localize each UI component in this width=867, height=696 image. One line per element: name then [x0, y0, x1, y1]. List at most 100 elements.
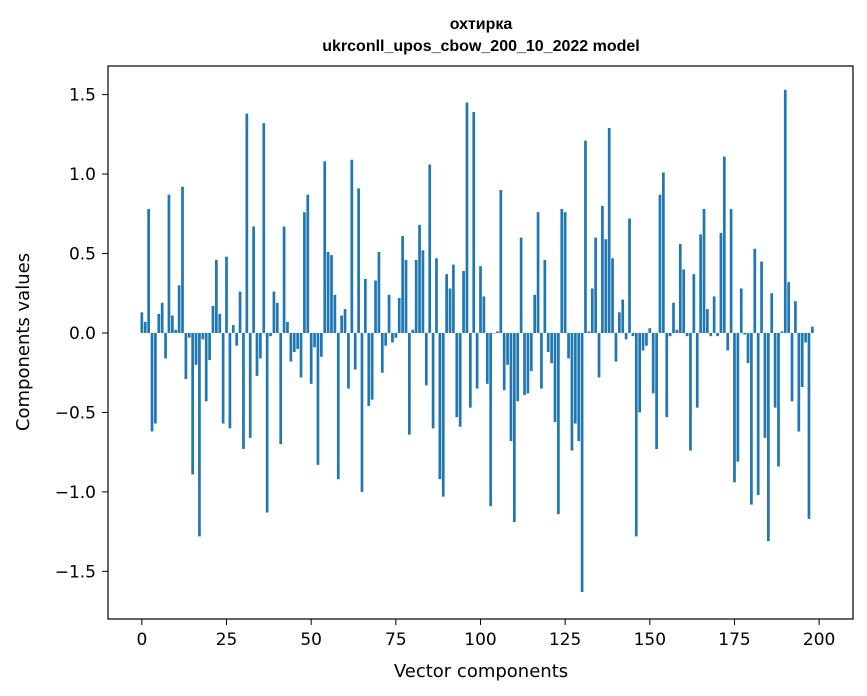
bar — [380, 332, 384, 373]
bar — [360, 332, 364, 492]
bars-group — [140, 89, 814, 592]
bar — [177, 285, 181, 333]
x-axis-ticks: 0 25 50 75 100 125 150 175 200 — [136, 619, 835, 650]
chart-title: охтирка — [450, 16, 513, 33]
bar — [702, 209, 706, 333]
bar — [191, 332, 195, 475]
bar — [411, 329, 415, 333]
bar — [665, 332, 669, 418]
bar — [601, 205, 604, 333]
bar — [496, 331, 499, 333]
bar — [397, 298, 401, 333]
bar — [475, 332, 479, 389]
y-tick-label: 0.5 — [69, 245, 96, 265]
bar — [414, 259, 418, 333]
bar — [536, 212, 540, 333]
bar — [401, 236, 404, 333]
bar — [506, 332, 509, 365]
bar — [299, 332, 303, 378]
bar — [452, 264, 455, 333]
bar — [468, 332, 472, 408]
bar — [330, 255, 333, 333]
bar — [553, 332, 557, 422]
bar — [557, 332, 560, 515]
bar — [621, 299, 625, 333]
y-tick-label: 0.0 — [69, 324, 96, 344]
bar — [187, 332, 191, 338]
y-axis-ticks: 1.5 1.0 0.5 0.0 −0.5 −1.0 −1.5 — [55, 86, 108, 582]
bar — [634, 332, 638, 537]
bar — [170, 315, 174, 333]
bar — [465, 102, 469, 333]
bar — [306, 194, 310, 333]
bar — [526, 332, 530, 394]
x-axis-label: Vector components — [394, 661, 568, 682]
bar — [516, 332, 520, 402]
bar — [462, 270, 465, 333]
bar — [387, 294, 391, 333]
bar — [404, 259, 408, 333]
bar — [750, 332, 753, 505]
bar — [198, 332, 201, 537]
bar — [766, 332, 770, 542]
bar — [316, 332, 320, 465]
bar — [716, 332, 719, 337]
bar — [424, 332, 428, 386]
bar — [794, 301, 797, 333]
bar — [455, 332, 459, 418]
bar — [773, 332, 777, 408]
bar — [733, 332, 736, 483]
bar — [245, 113, 249, 333]
bar — [560, 209, 564, 333]
bar — [438, 332, 442, 480]
bar — [502, 332, 506, 391]
bar — [689, 332, 692, 451]
bar — [499, 189, 503, 333]
bar — [760, 261, 763, 333]
bar — [228, 332, 232, 429]
bar — [394, 332, 398, 338]
bar — [319, 332, 323, 357]
bar — [391, 332, 394, 343]
bar — [800, 332, 804, 387]
y-tick-label: 1.5 — [69, 86, 96, 106]
bar — [540, 332, 543, 389]
bar — [624, 332, 628, 340]
y-tick-label: −1.0 — [55, 483, 96, 503]
bar — [739, 288, 743, 333]
x-tick-label: 200 — [803, 630, 835, 650]
bar — [722, 156, 726, 333]
bar — [577, 332, 581, 442]
bar — [777, 332, 780, 467]
chart-subtitle: ukrconll_upos_cbow_200_10_2022 model — [322, 38, 639, 55]
bar — [546, 332, 550, 353]
y-tick-label: 1.0 — [69, 165, 96, 185]
bar — [611, 258, 614, 333]
bar — [709, 332, 713, 337]
bar — [590, 288, 594, 333]
bar — [563, 212, 567, 333]
bar — [167, 194, 171, 333]
bar — [658, 194, 662, 333]
bar — [265, 332, 269, 513]
bar — [489, 332, 493, 507]
bar — [259, 332, 262, 359]
bar — [248, 332, 252, 438]
bar — [780, 331, 784, 333]
x-tick-label: 175 — [718, 630, 750, 650]
bar — [746, 332, 750, 364]
bar — [655, 332, 658, 449]
x-tick-label: 150 — [634, 630, 666, 650]
bar — [543, 259, 547, 333]
bar — [523, 332, 526, 395]
bar — [370, 332, 374, 400]
bar — [675, 329, 679, 333]
bar — [286, 321, 289, 333]
bar — [150, 332, 154, 432]
bar — [292, 332, 296, 353]
bar — [272, 291, 276, 333]
bar — [326, 251, 330, 333]
x-tick-label: 50 — [300, 630, 322, 650]
bar — [275, 302, 279, 333]
